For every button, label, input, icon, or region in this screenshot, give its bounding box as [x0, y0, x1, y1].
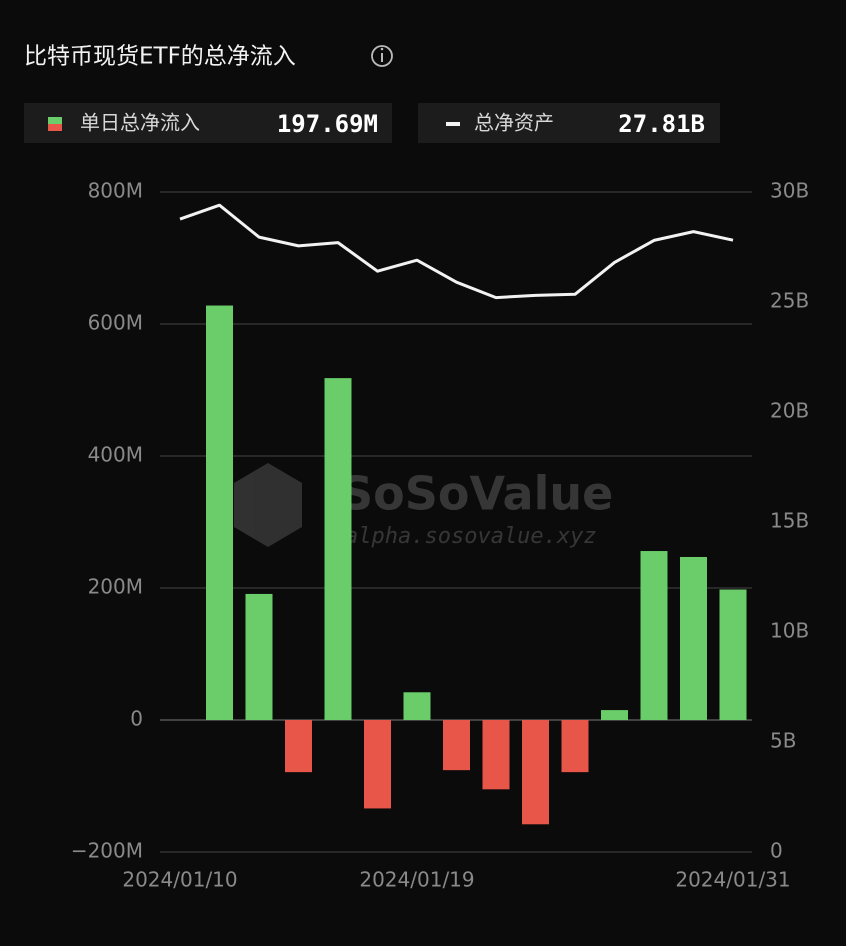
line — [179, 203, 734, 300]
x-tick-label: 2024/01/31 — [675, 868, 790, 892]
chart-title: 比特币现货ETF的总净流入 — [24, 44, 296, 70]
info-circle — [371, 45, 393, 67]
bar — [601, 710, 628, 720]
bar — [482, 720, 510, 790]
bar — [640, 551, 668, 720]
y2-tick-label: 20B — [770, 399, 809, 423]
bar — [561, 720, 589, 773]
watermark-logo — [234, 463, 302, 547]
y-tick-label: 800M — [88, 179, 143, 203]
legend-label: 单日总净流入 — [80, 111, 200, 135]
legend-swatch — [48, 117, 62, 124]
x-tick-label: 2024/01/10 — [122, 868, 237, 892]
watermark-brand: SoSoValue — [340, 467, 613, 521]
bar — [324, 378, 352, 720]
bar — [364, 720, 391, 809]
y2-tick-label: 15B — [770, 509, 809, 533]
legend-value: 197.69M — [277, 110, 378, 138]
bar — [285, 720, 312, 773]
y-tick-label: 0 — [130, 707, 143, 731]
bar — [245, 593, 273, 720]
y2-tick-label: 10B — [770, 619, 809, 643]
watermark-url: alpha.sosovalue.xyz — [345, 524, 597, 549]
legend-box — [24, 103, 392, 143]
legend-box — [418, 103, 720, 143]
legend-label: 总净资产 — [474, 111, 554, 135]
legend-swatch — [446, 122, 460, 126]
bar — [403, 692, 431, 720]
legend-value: 27.81B — [618, 110, 705, 138]
info-icon[interactable] — [371, 45, 393, 67]
y2-tick-label: 0 — [770, 839, 783, 863]
bar — [443, 720, 470, 771]
y2-tick-label: 25B — [770, 289, 809, 313]
bar — [206, 305, 233, 720]
watermark: SoSoValue alpha.sosovalue.xyz — [234, 463, 613, 549]
y2-tick-label: 30B — [770, 179, 809, 203]
bar — [680, 556, 707, 720]
legend-swatch — [48, 124, 62, 131]
info-dot — [380, 47, 384, 51]
bar — [719, 589, 747, 720]
bar — [522, 720, 549, 825]
y-tick-label: 200M — [88, 575, 143, 599]
y-tick-label: 600M — [88, 311, 143, 335]
y-tick-label: 400M — [88, 443, 143, 467]
y-tick-label: −200M — [71, 839, 143, 863]
y2-tick-label: 5B — [770, 729, 796, 753]
x-tick-label: 2024/01/19 — [359, 868, 474, 892]
